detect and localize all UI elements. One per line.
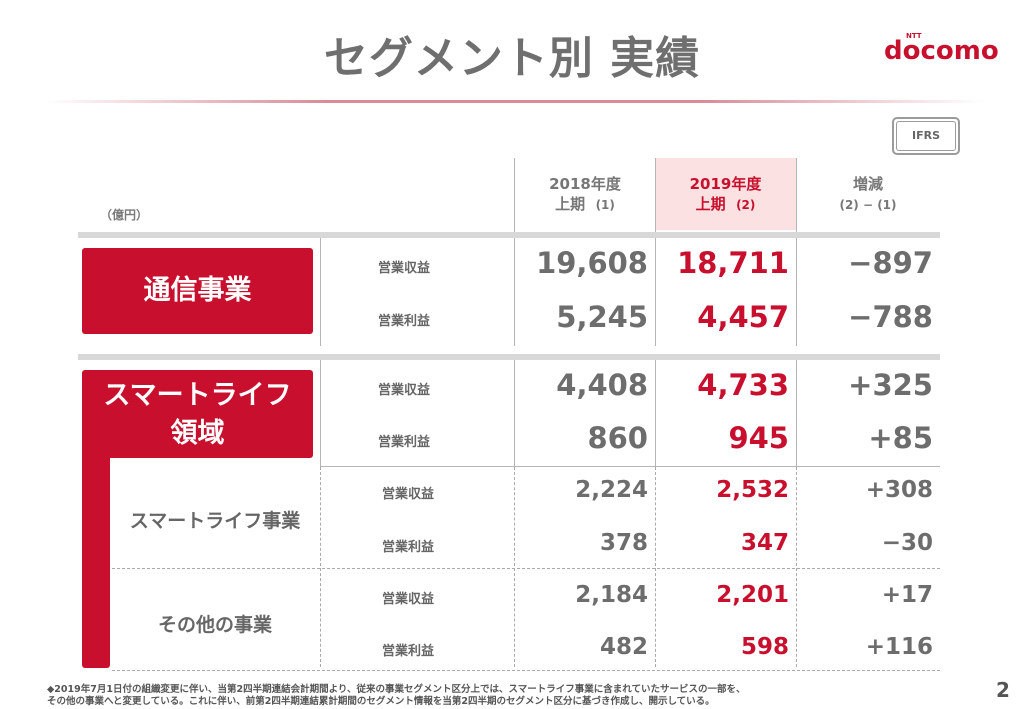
other-business-revenue-label: 営業収益: [382, 592, 435, 607]
header-cur-year: 2019年度: [689, 175, 762, 193]
telecom-profit-diff: −788: [848, 300, 933, 334]
header-diff-formula: (2) − (1): [839, 198, 897, 212]
header-cur-half: 上期: [695, 195, 726, 213]
domain-col-line-1: [514, 360, 515, 466]
domain-revenue-cur: 4,733: [697, 368, 789, 402]
domain-col-line-0: [320, 360, 321, 466]
header-cur-ref: (2): [736, 198, 756, 212]
footnote-line1: ◆2019年7月1日付の組織変更に伴い、当第2四半期連結会計期間より、従来の事業…: [47, 684, 746, 695]
smartlife-domain-label-line2: 領域: [170, 418, 225, 449]
domain-bottom-line: [320, 466, 940, 467]
smartlife-business-label: スマートライフ事業: [129, 510, 301, 532]
unit-label: （億円）: [100, 208, 149, 222]
smartlife-business-revenue-diff: +308: [865, 477, 933, 503]
segment-smartlife-domain-label: スマートライフ 領域: [82, 370, 313, 458]
logo-docomo-text: docomo: [884, 36, 999, 66]
telecom-col-line-3: [796, 238, 797, 346]
table-top-rule: [78, 232, 940, 238]
other-business-revenue-prev: 2,184: [575, 582, 648, 608]
logo-ntt-text: NTT: [906, 32, 922, 40]
smartlife-business-revenue-cur: 2,532: [716, 477, 789, 503]
sub-row-divider: [112, 568, 940, 569]
domain-revenue-prev: 4,408: [556, 368, 648, 402]
title-divider: [44, 100, 984, 103]
other-business-revenue-cur: 2,201: [716, 582, 789, 608]
smartlife-domain-bracket: [82, 450, 110, 668]
sub-dash-line-0: [320, 467, 321, 667]
smartlife-business-profit-diff: −30: [881, 530, 933, 556]
telecom-profit-cur: 4,457: [697, 300, 789, 334]
smartlife-business-revenue-label: 営業収益: [382, 487, 435, 502]
smartlife-business-profit-prev: 378: [599, 530, 648, 556]
footnote-line2: その他の事業へと変更している。これに伴い、前第2四半期連結累計期間のセグメント情…: [47, 696, 715, 707]
other-business-profit-diff: +116: [865, 634, 933, 660]
smartlife-business-revenue-prev: 2,224: [575, 477, 648, 503]
domain-profit-prev: 860: [587, 421, 648, 455]
other-business-profit-cur: 598: [740, 634, 789, 660]
other-business-profit-label: 営業利益: [382, 644, 435, 659]
header-col-line-2: [655, 158, 656, 232]
header-prev-half: 上期: [555, 195, 586, 213]
footnote: ◆2019年7月1日付の組織変更に伴い、当第2四半期連結会計期間より、従来の事業…: [47, 684, 745, 708]
telecom-profit-label: 営業利益: [378, 314, 431, 329]
telecom-revenue-diff: −897: [848, 246, 933, 280]
smartlife-business-profit-label: 営業利益: [382, 540, 435, 555]
table-bottom-line: [112, 670, 940, 671]
ifrs-badge-label: IFRS: [896, 121, 956, 151]
domain-col-line-2: [655, 360, 656, 466]
header-prev-period: 2018年度 上期 (1): [515, 174, 655, 215]
header-col-line-3: [796, 158, 797, 232]
header-prev-year: 2018年度: [549, 175, 621, 193]
smartlife-domain-label-line1: スマートライフ: [103, 380, 292, 411]
sub-dash-line-2: [655, 467, 656, 667]
current-period-highlight: [655, 158, 796, 230]
ifrs-badge: IFRS: [892, 117, 960, 155]
telecom-revenue-prev: 19,608: [536, 246, 648, 280]
other-business-label: その他の事業: [157, 614, 272, 636]
page-number: 2: [996, 678, 1010, 702]
domain-col-line-3: [796, 360, 797, 466]
other-business-revenue-diff: +17: [881, 582, 933, 608]
header-prev-ref: (1): [595, 198, 615, 212]
section-divider: [78, 354, 940, 360]
page-title: セグメント別 実績: [323, 33, 701, 84]
header-diff: 増減 (2) − (1): [796, 174, 940, 215]
header-cur-period: 2019年度 上期 (2): [655, 174, 796, 215]
segment-telecom-label: 通信事業: [82, 248, 313, 334]
domain-profit-cur: 945: [728, 421, 789, 455]
telecom-revenue-cur: 18,711: [677, 246, 789, 280]
other-business-profit-prev: 482: [599, 634, 648, 660]
domain-profit-diff: +85: [868, 421, 933, 455]
telecom-profit-prev: 5,245: [556, 300, 648, 334]
docomo-logo: NTT docomo: [884, 28, 999, 80]
telecom-col-line-1: [514, 238, 515, 346]
telecom-col-line-2: [655, 238, 656, 346]
domain-revenue-label: 営業収益: [378, 383, 431, 398]
sub-dash-line-1: [514, 467, 515, 667]
domain-profit-label: 営業利益: [378, 435, 431, 450]
header-diff-label: 増減: [852, 175, 883, 193]
telecom-col-line-0: [320, 238, 321, 346]
header-col-line-1: [514, 158, 515, 232]
domain-revenue-diff: +325: [848, 368, 933, 402]
sub-dash-line-3: [796, 467, 797, 667]
smartlife-business-profit-cur: 347: [740, 530, 789, 556]
telecom-revenue-label: 営業収益: [378, 261, 431, 276]
